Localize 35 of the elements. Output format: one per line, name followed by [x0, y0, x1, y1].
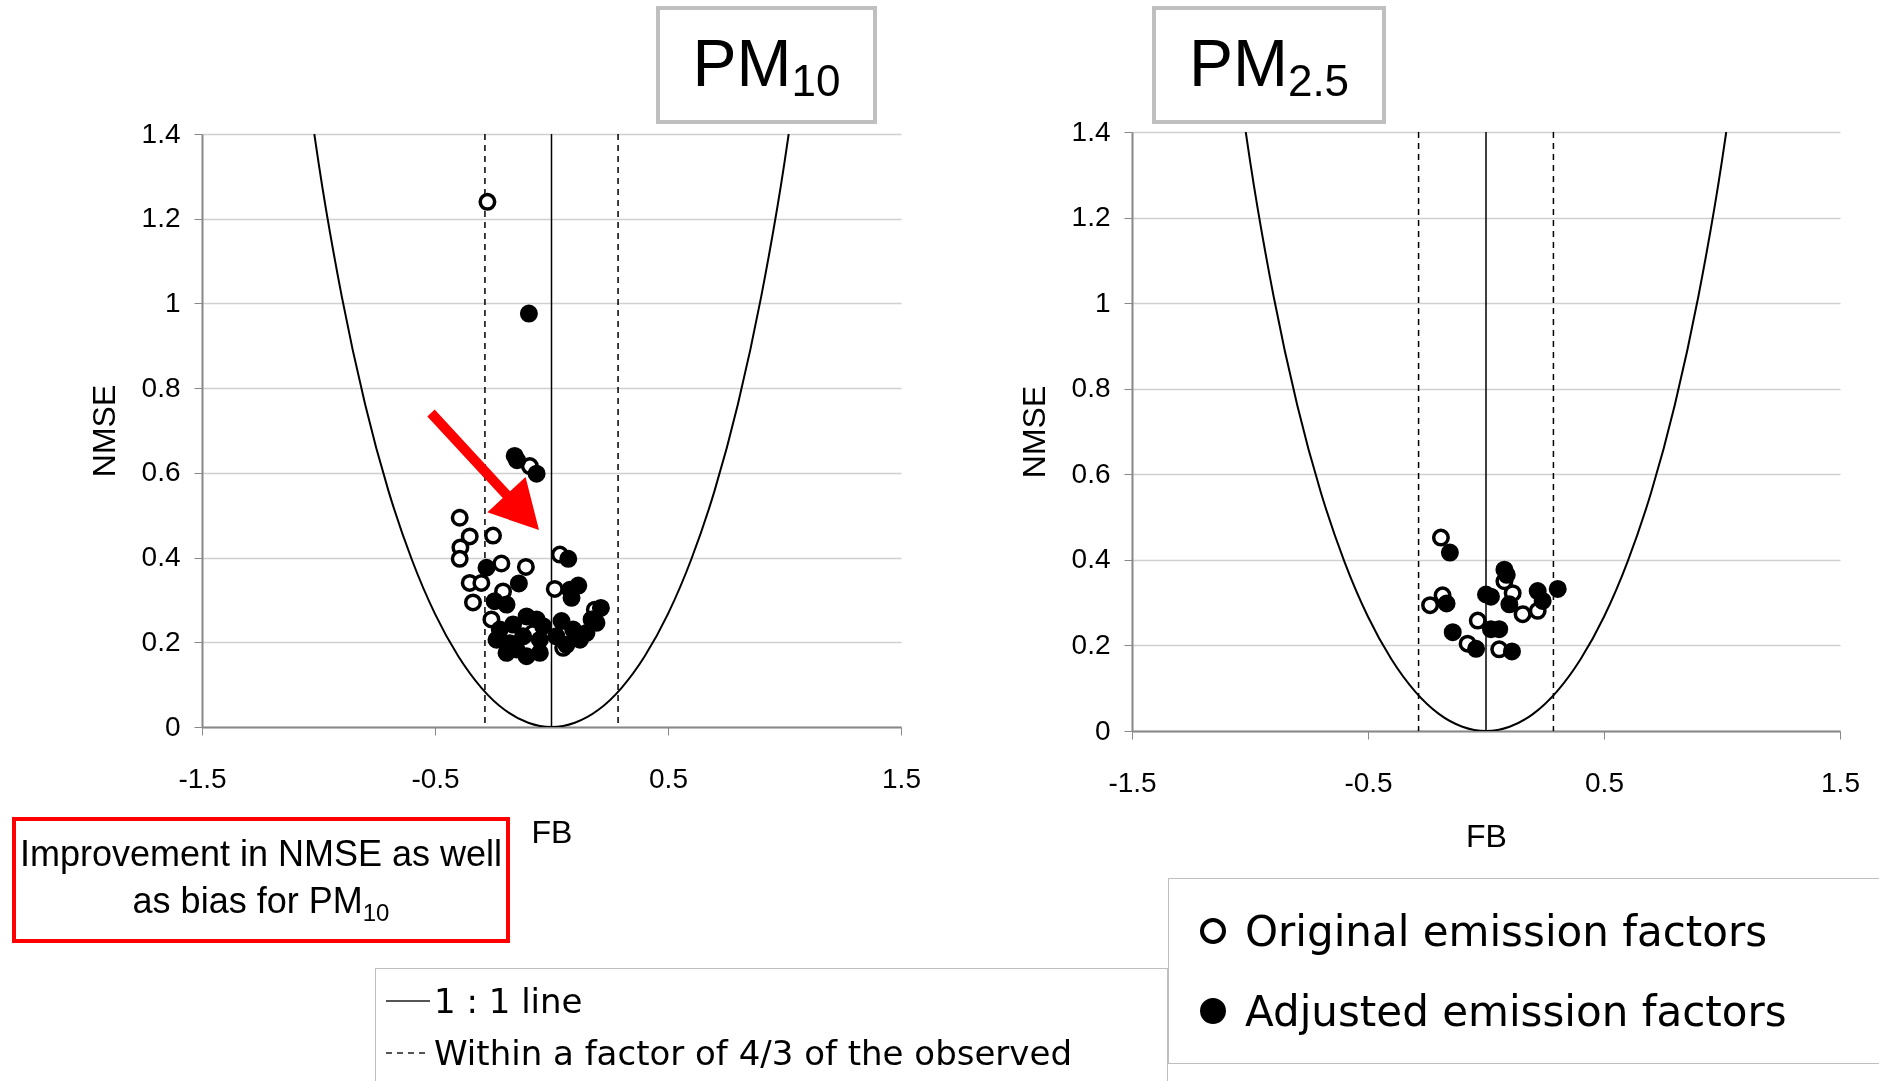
- y-tick-label: 1.2: [141, 202, 181, 234]
- y-tick-label: 0: [164, 710, 181, 742]
- y-tick-label: 1.4: [141, 117, 181, 149]
- y-tick-label: 1: [1094, 286, 1111, 318]
- x-axis-title: FB: [531, 813, 573, 850]
- x-tick-label: 0.5: [649, 762, 688, 794]
- y-tick-label: 1.4: [1071, 115, 1111, 147]
- legend-label: Original emission factors: [1245, 906, 1768, 956]
- y-tick-label: 1: [164, 286, 181, 318]
- x-tick-label: 1.5: [882, 762, 921, 794]
- text: Within a factor of 4/3 of the observed: [434, 1033, 1072, 1073]
- x-tick-label: -0.5: [411, 762, 460, 794]
- y-tick-label: 0.8: [1071, 372, 1111, 404]
- y-tick-label: 0.6: [141, 456, 181, 488]
- y-tick-label: 0.2: [141, 625, 181, 657]
- y-tick-label: 0: [1094, 714, 1111, 746]
- chart-title: PM$_{2.5}$: [1188, 24, 1350, 106]
- x-tick-label: -1.5: [178, 762, 227, 794]
- x-tick-label: 1.5: [1821, 766, 1860, 798]
- y-tick-label: 0.6: [1071, 457, 1111, 489]
- y-tick-label: 0.8: [141, 371, 181, 403]
- chart-title: PM$_{10}$: [692, 24, 841, 106]
- y-axis-title: NMSE: [1015, 385, 1052, 479]
- x-tick-label: -0.5: [1344, 766, 1393, 798]
- y-tick-label: 0.2: [1071, 628, 1111, 660]
- y-tick-label: 0.4: [141, 541, 181, 573]
- x-tick-label: 0.5: [1585, 766, 1624, 798]
- legend-label: Adjusted emission factors: [1245, 986, 1787, 1036]
- x-axis-title: FB: [1466, 817, 1507, 854]
- y-tick-label: 0.4: [1071, 543, 1111, 575]
- text: 1 : 1 line: [434, 981, 583, 1021]
- text: Improvement in NMSE as well as bias for PM$_{10}$: [18, 832, 504, 929]
- x-tick-label: -1.5: [1108, 766, 1157, 798]
- y-axis-title: NMSE: [85, 384, 122, 478]
- y-tick-label: 1.2: [1071, 201, 1111, 233]
